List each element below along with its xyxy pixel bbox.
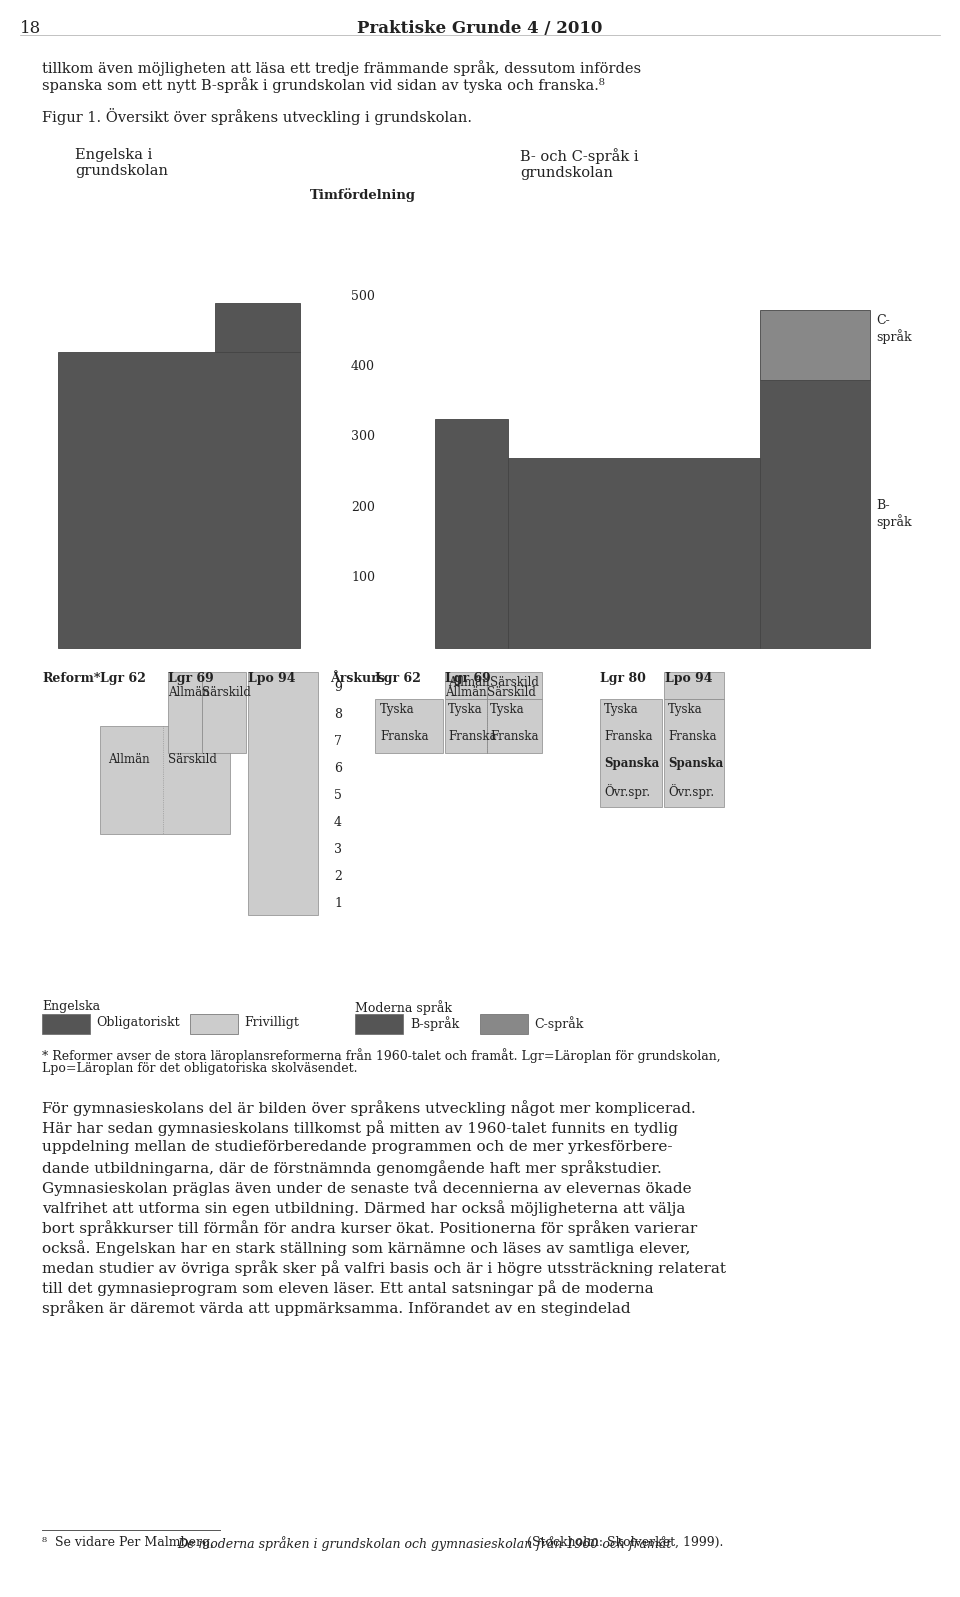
Text: Lgr 69: Lgr 69: [445, 672, 491, 685]
Text: 2: 2: [334, 870, 342, 883]
Text: 400: 400: [351, 359, 375, 374]
Text: tillkom även möjligheten att läsa ett tredje främmande språk, dessutom infördes: tillkom även möjligheten att läsa ett tr…: [42, 61, 641, 77]
Text: C-språk: C-språk: [534, 1016, 584, 1032]
Text: Allmän: Allmän: [168, 687, 209, 699]
Text: Övr.spr.: Övr.spr.: [668, 784, 714, 798]
Text: Gymnasieskolan präglas även under de senaste två decennierna av elevernas ökade: Gymnasieskolan präglas även under de sen…: [42, 1180, 691, 1196]
Text: ⁸  Se vidare Per Malmberg,: ⁸ Se vidare Per Malmberg,: [42, 1536, 218, 1549]
Text: bort språkkurser till förmån för andra kurser ökat. Positionerna för språken var: bort språkkurser till förmån för andra k…: [42, 1220, 697, 1236]
Bar: [100, 727, 230, 834]
Text: valfrihet att utforma sin egen utbildning. Därmed har också möjligheterna att vä: valfrihet att utforma sin egen utbildnin…: [42, 1199, 685, 1215]
Text: Franska: Franska: [668, 730, 716, 743]
Text: Lgr 69: Lgr 69: [168, 672, 214, 685]
Bar: [215, 303, 300, 353]
Text: Moderna språk: Moderna språk: [355, 1000, 452, 1014]
Text: Lgr 62: Lgr 62: [375, 672, 420, 685]
Text: Franska: Franska: [604, 730, 653, 743]
Text: 500: 500: [351, 289, 375, 302]
Bar: [480, 1014, 528, 1033]
Bar: [435, 418, 508, 648]
Text: Timfördelning: Timfördelning: [310, 188, 416, 201]
Text: Lpo 94: Lpo 94: [248, 672, 296, 685]
Text: Frivilligt: Frivilligt: [244, 1016, 299, 1028]
Text: 200: 200: [351, 501, 375, 514]
Bar: [168, 672, 202, 754]
Text: Särskild: Särskild: [168, 754, 217, 767]
Bar: [445, 699, 487, 754]
Text: Figur 1. Översikt över språkens utveckling i grundskolan.: Figur 1. Översikt över språkens utveckli…: [42, 109, 472, 125]
Text: Praktiske Grunde 4 / 2010: Praktiske Grunde 4 / 2010: [357, 21, 603, 37]
Text: 300: 300: [351, 430, 375, 444]
Text: uppdelning mellan de studieförberedande programmen och de mer yrkesförbere-: uppdelning mellan de studieförberedande …: [42, 1140, 673, 1155]
Text: (Stockholm: Skolverket, 1999).: (Stockholm: Skolverket, 1999).: [522, 1536, 723, 1549]
Text: B- och C-språk i
grundskolan: B- och C-språk i grundskolan: [520, 149, 638, 180]
Text: Lpo=Läroplan för det obligatoriska skolväsendet.: Lpo=Läroplan för det obligatoriska skolv…: [42, 1062, 357, 1075]
Text: 9: 9: [334, 680, 342, 695]
Text: Franska: Franska: [490, 730, 539, 743]
Text: Särskild: Särskild: [487, 687, 536, 699]
Text: Särskild: Särskild: [202, 687, 251, 699]
Bar: [202, 672, 246, 754]
Text: Särskild: Särskild: [490, 676, 539, 688]
Text: Lpo 94: Lpo 94: [665, 672, 712, 685]
Text: De moderna språken i grundskolan och gymnasieskolan från 1960 och framåt: De moderna språken i grundskolan och gym…: [177, 1536, 671, 1551]
Text: språken är däremot värda att uppmärksamma. Införandet av en stegindelad: språken är däremot värda att uppmärksamm…: [42, 1300, 631, 1316]
Text: 100: 100: [351, 572, 375, 585]
Text: Årskurs: Årskurs: [330, 672, 385, 685]
Text: B-
språk: B- språk: [876, 500, 912, 529]
Text: 6: 6: [334, 762, 342, 775]
Bar: [600, 699, 662, 806]
Bar: [508, 458, 760, 648]
Text: 7: 7: [334, 735, 342, 747]
Bar: [375, 699, 443, 754]
Bar: [445, 672, 487, 699]
Text: Tyska: Tyska: [490, 703, 524, 715]
Text: Reform*: Reform*: [42, 672, 101, 685]
Bar: [487, 699, 542, 754]
Text: medan studier av övriga språk sker på valfri basis och är i högre utssträckning : medan studier av övriga språk sker på va…: [42, 1260, 726, 1276]
Text: Tyska: Tyska: [668, 703, 703, 715]
Text: Engelska: Engelska: [42, 1000, 100, 1012]
Bar: [248, 672, 318, 915]
Bar: [190, 1014, 238, 1033]
Text: 3: 3: [334, 843, 342, 856]
Text: Allmän: Allmän: [445, 687, 487, 699]
Bar: [760, 380, 870, 648]
Text: Obligatoriskt: Obligatoriskt: [96, 1016, 180, 1028]
Text: Lgr 62: Lgr 62: [100, 672, 146, 685]
Text: Övr.spr.: Övr.spr.: [604, 784, 650, 798]
Text: dande utbildningarna, där de förstnämnda genomgående haft mer språkstudier.: dande utbildningarna, där de förstnämnda…: [42, 1159, 661, 1175]
Text: 5: 5: [334, 789, 342, 802]
Text: Lgr 80: Lgr 80: [600, 672, 646, 685]
Text: * Reformer avser de stora läroplansreformerna från 1960-talet och framåt. Lgr=Lä: * Reformer avser de stora läroplansrefor…: [42, 1048, 721, 1064]
Text: Tyska: Tyska: [604, 703, 638, 715]
Text: också. Engelskan har en stark ställning som kärnämne och läses av samtliga eleve: också. Engelskan har en stark ställning …: [42, 1239, 690, 1255]
Text: Franska: Franska: [380, 730, 428, 743]
Text: B-språk: B-språk: [410, 1016, 459, 1032]
Text: Engelska i
grundskolan: Engelska i grundskolan: [75, 149, 168, 179]
Text: Tyska: Tyska: [380, 703, 415, 715]
Bar: [487, 672, 542, 699]
Text: Tyska: Tyska: [448, 703, 483, 715]
Text: Spanska: Spanska: [668, 757, 723, 770]
Text: till det gymnasieprogram som eleven läser. Ett antal satsningar på de moderna: till det gymnasieprogram som eleven läse…: [42, 1281, 654, 1295]
Bar: [664, 699, 724, 806]
Text: Spanska: Spanska: [604, 757, 660, 770]
Text: För gymnasieskolans del är bilden över språkens utveckling något mer komplicerad: För gymnasieskolans del är bilden över s…: [42, 1100, 696, 1116]
Text: spanska som ett nytt B-språk i grundskolan vid sidan av tyska och franska.⁸: spanska som ett nytt B-språk i grundskol…: [42, 77, 605, 93]
Bar: [664, 672, 724, 699]
Text: Här har sedan gymnasieskolans tillkomst på mitten av 1960-talet funnits en tydli: Här har sedan gymnasieskolans tillkomst …: [42, 1119, 678, 1135]
Text: C-
språk: C- språk: [876, 315, 912, 345]
Text: 8: 8: [334, 707, 342, 720]
Bar: [355, 1014, 403, 1033]
Text: Allmän: Allmän: [448, 676, 490, 688]
Bar: [760, 310, 870, 380]
Text: 18: 18: [20, 21, 41, 37]
Text: 1: 1: [334, 898, 342, 910]
Bar: [42, 1014, 90, 1033]
Text: Franska: Franska: [448, 730, 496, 743]
Bar: [58, 353, 300, 648]
Text: 4: 4: [334, 816, 342, 829]
Text: Allmän: Allmän: [108, 754, 150, 767]
